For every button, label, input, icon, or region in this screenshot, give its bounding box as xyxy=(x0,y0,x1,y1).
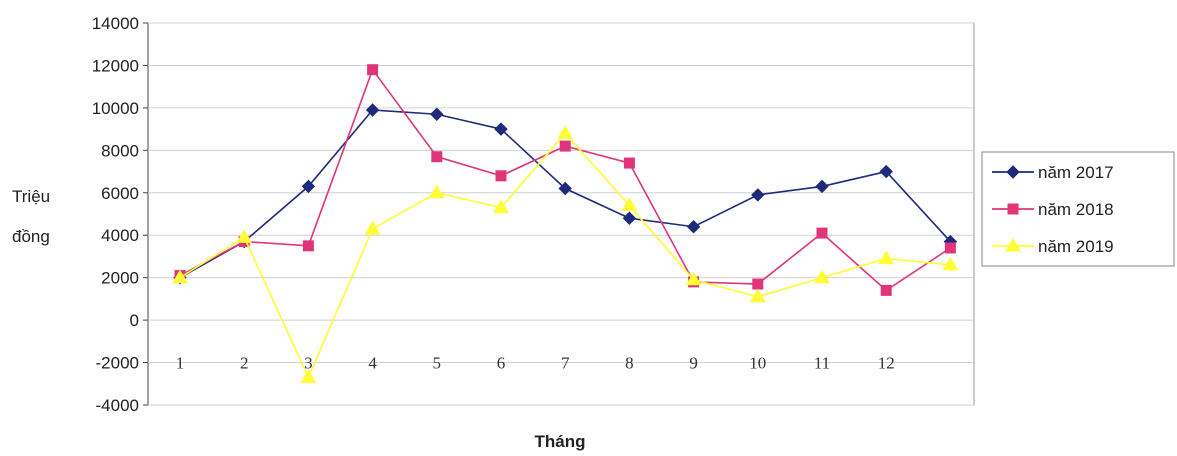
y-axis-ticks: 14000 12000 10000 8000 6000 4000 2000 0 -2000 -40… xyxy=(92,14,148,415)
data-point xyxy=(942,256,959,271)
data-point xyxy=(172,269,188,284)
data-point xyxy=(814,269,830,284)
x-tick-label: 3 xyxy=(304,354,313,373)
data-point xyxy=(622,211,637,225)
x-tick-label: 10 xyxy=(749,354,766,373)
x-tick-label: 7 xyxy=(561,354,570,373)
y-tick-label: 2000 xyxy=(101,269,139,288)
data-point xyxy=(685,271,702,286)
data-point xyxy=(495,170,507,182)
data-point xyxy=(621,197,638,212)
x-tick-label: 1 xyxy=(176,354,185,373)
series-layer xyxy=(172,64,959,383)
legend-item-2: năm 2018 xyxy=(992,200,1114,219)
legend-swatch-marker xyxy=(1005,238,1021,252)
data-point xyxy=(752,278,764,290)
data-point xyxy=(301,179,316,194)
x-axis-title: Tháng xyxy=(535,432,586,451)
y-tick-label: -2000 xyxy=(96,354,139,373)
x-tick-label: 8 xyxy=(625,354,634,373)
y-tick-label: -4000 xyxy=(96,396,139,415)
x-tick-label: 4 xyxy=(368,354,377,373)
data-point xyxy=(367,64,379,76)
data-point xyxy=(431,151,443,163)
data-point xyxy=(686,220,701,234)
y-tick-label: 12000 xyxy=(92,56,139,75)
data-point xyxy=(816,227,828,239)
data-point xyxy=(623,157,635,169)
legend-label: năm 2019 xyxy=(1038,237,1114,256)
x-tick-label: 6 xyxy=(497,354,506,373)
data-point xyxy=(879,164,893,179)
y-tick-label: 14000 xyxy=(92,14,139,33)
x-tick-label: 5 xyxy=(433,354,442,373)
legend-items: năm 2017 năm 2018 năm 2019 xyxy=(992,163,1114,256)
data-point xyxy=(493,199,509,214)
data-point xyxy=(878,250,895,265)
plot-area xyxy=(147,22,975,406)
legend-label: năm 2017 xyxy=(1038,163,1114,182)
y-tick-label: 6000 xyxy=(101,184,139,203)
x-tick-label: 11 xyxy=(814,354,830,373)
data-point xyxy=(302,240,314,252)
data-point xyxy=(751,188,765,202)
y-tick-label: 8000 xyxy=(101,141,139,160)
data-point xyxy=(815,179,829,194)
legend-label: năm 2018 xyxy=(1038,200,1114,219)
legend-swatch-marker xyxy=(1007,203,1019,215)
y-axis-title-line-1: Triệu xyxy=(12,187,50,206)
data-point xyxy=(494,122,508,136)
data-point xyxy=(300,369,317,383)
x-tick-label: 2 xyxy=(240,354,249,373)
legend: năm 2017 năm 2018 năm 2019 xyxy=(981,151,1175,267)
data-point xyxy=(557,125,574,139)
legend-item-1: năm 2017 xyxy=(992,163,1114,182)
data-point xyxy=(365,103,380,117)
data-point xyxy=(236,229,253,243)
x-tick-label: 12 xyxy=(878,354,895,373)
x-tick-label: 9 xyxy=(689,354,698,373)
y-tick-label: 0 xyxy=(130,311,139,330)
data-point xyxy=(944,242,956,254)
legend-swatch-marker xyxy=(1006,165,1020,179)
data-point xyxy=(749,288,766,303)
y-axis-title-line-2: đồng xyxy=(12,227,50,246)
data-point xyxy=(559,140,571,152)
x-axis-ticks: 1 2 3 4 5 6 7 8 9 10 11 12 xyxy=(176,354,895,373)
y-tick-label: 4000 xyxy=(101,226,139,245)
y-tick-label: 10000 xyxy=(92,99,139,118)
legend-item-3: năm 2019 xyxy=(992,237,1114,256)
series-3 xyxy=(172,125,959,383)
data-point xyxy=(880,284,892,296)
data-point xyxy=(558,181,572,196)
data-point xyxy=(364,220,381,235)
data-point xyxy=(430,107,444,121)
data-point xyxy=(428,184,445,199)
